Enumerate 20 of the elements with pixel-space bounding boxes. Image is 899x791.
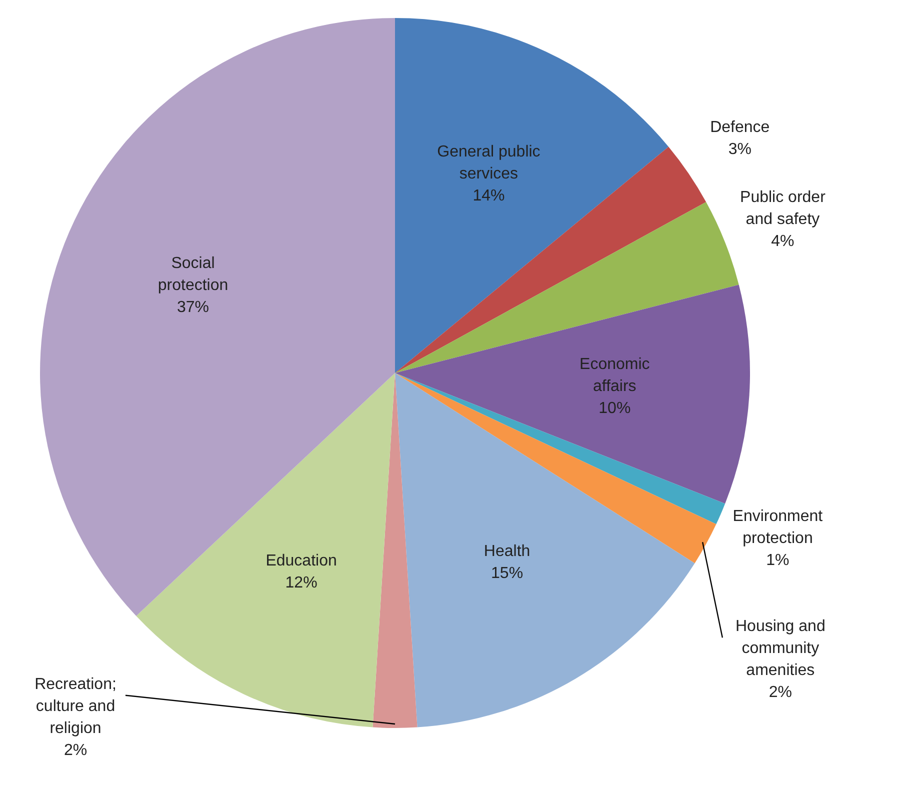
data-label: 1% <box>766 552 790 570</box>
data-label: 2% <box>768 684 792 702</box>
slice-label: Public order and safety <box>740 188 826 228</box>
slice-label: Defence <box>710 119 770 136</box>
data-label: 37% <box>176 298 210 316</box>
data-label: 10% <box>598 400 631 418</box>
data-label: 12% <box>285 574 318 592</box>
slice-label: Economic affairs <box>580 356 650 396</box>
slice-label: Social protection <box>158 254 228 294</box>
slice-label: Housing and community amenities <box>736 618 826 680</box>
slice-label: Health <box>484 542 530 560</box>
data-label: 2% <box>64 742 88 759</box>
slice-label: Education <box>266 552 337 570</box>
data-label: 3% <box>728 141 752 158</box>
slice-label: General public services <box>437 143 540 182</box>
slice-label: Environment protection <box>732 508 824 548</box>
data-label: 15% <box>491 564 524 582</box>
data-label: 4% <box>771 232 794 250</box>
data-label: 14% <box>472 187 505 204</box>
slice-label: Recreation; culture and religion <box>34 676 116 737</box>
